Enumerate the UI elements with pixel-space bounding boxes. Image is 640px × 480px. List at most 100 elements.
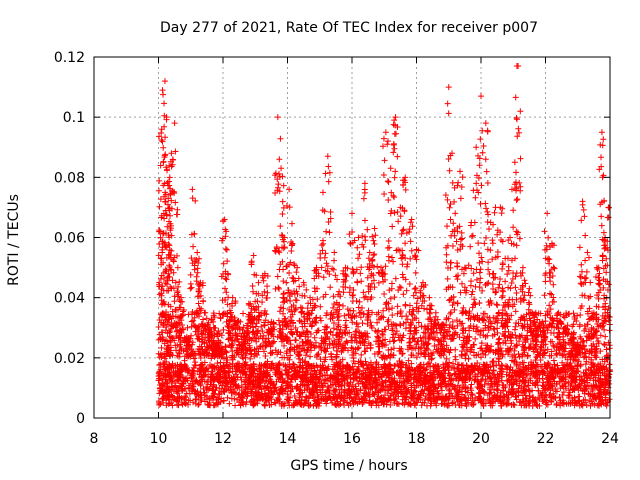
data-point — [389, 305, 396, 312]
data-point — [359, 320, 366, 327]
data-point — [314, 296, 321, 303]
data-point — [391, 145, 398, 152]
data-point — [222, 245, 229, 252]
data-point — [274, 394, 281, 401]
data-point — [388, 280, 395, 287]
data-point — [390, 258, 397, 265]
data-point — [174, 377, 181, 384]
data-point — [160, 144, 167, 151]
data-point — [327, 284, 334, 291]
data-point — [577, 312, 584, 319]
data-point — [371, 241, 378, 248]
data-point — [575, 393, 582, 400]
data-point — [187, 397, 194, 404]
data-point — [449, 399, 456, 406]
data-point — [491, 392, 498, 399]
data-point — [489, 370, 496, 377]
data-point — [280, 290, 287, 297]
data-point — [214, 360, 221, 367]
data-point — [361, 383, 368, 390]
data-point — [387, 210, 394, 217]
data-point — [222, 378, 229, 385]
data-point — [156, 203, 163, 210]
data-point — [597, 360, 604, 367]
data-point — [389, 312, 396, 319]
data-point — [381, 291, 388, 298]
data-point — [468, 387, 475, 394]
data-point — [196, 255, 203, 262]
data-point — [311, 334, 318, 341]
data-point — [280, 278, 287, 285]
data-point — [570, 386, 577, 393]
data-point — [553, 400, 560, 407]
data-point — [288, 238, 295, 245]
data-point — [516, 399, 523, 406]
data-point — [347, 379, 354, 386]
data-point — [160, 91, 167, 98]
data-point — [433, 385, 440, 392]
data-point — [325, 178, 332, 185]
data-point — [381, 157, 388, 164]
data-point — [491, 373, 498, 380]
data-point — [260, 348, 267, 355]
data-point — [166, 246, 173, 253]
data-point — [272, 369, 279, 376]
data-point — [223, 246, 230, 253]
data-point — [161, 154, 168, 161]
data-point — [359, 233, 366, 240]
data-point — [382, 377, 389, 384]
data-point — [281, 244, 288, 251]
data-point — [377, 387, 384, 394]
data-point — [413, 382, 420, 389]
data-point — [283, 279, 290, 286]
data-point — [213, 384, 220, 391]
data-point — [455, 361, 462, 368]
data-point — [559, 382, 566, 389]
data-point — [329, 399, 336, 406]
data-point — [156, 177, 163, 184]
data-point — [601, 340, 608, 347]
data-point — [355, 255, 362, 262]
data-point — [354, 244, 361, 251]
data-point — [583, 402, 590, 409]
data-point — [322, 250, 329, 257]
data-point — [375, 334, 382, 341]
data-point — [385, 179, 392, 186]
data-point — [192, 359, 199, 366]
data-point — [182, 362, 189, 369]
data-point — [223, 289, 230, 296]
data-point — [264, 283, 271, 290]
data-point — [340, 289, 347, 296]
data-point — [357, 270, 364, 277]
data-point — [285, 399, 292, 406]
data-point — [388, 346, 395, 353]
data-point — [356, 298, 363, 305]
data-point — [366, 249, 373, 256]
data-point — [358, 278, 365, 285]
data-point — [189, 186, 196, 193]
data-point — [367, 345, 374, 352]
data-point — [190, 383, 197, 390]
data-point — [391, 194, 398, 201]
data-point — [465, 355, 472, 362]
data-point — [387, 165, 394, 172]
data-point — [286, 204, 293, 211]
data-point — [274, 114, 281, 121]
data-point — [535, 388, 542, 395]
data-point — [297, 381, 304, 388]
data-point — [317, 303, 324, 310]
data-point — [190, 243, 197, 250]
data-point — [272, 248, 279, 255]
data-point — [159, 246, 166, 253]
data-points — [155, 63, 613, 409]
data-point — [566, 391, 573, 398]
data-point — [174, 211, 181, 218]
data-point — [335, 381, 342, 388]
data-point — [222, 285, 229, 292]
data-point — [174, 264, 181, 271]
data-point — [161, 100, 168, 107]
data-point — [216, 385, 223, 392]
data-point — [323, 228, 330, 235]
data-point — [221, 374, 228, 381]
data-point — [438, 387, 445, 394]
